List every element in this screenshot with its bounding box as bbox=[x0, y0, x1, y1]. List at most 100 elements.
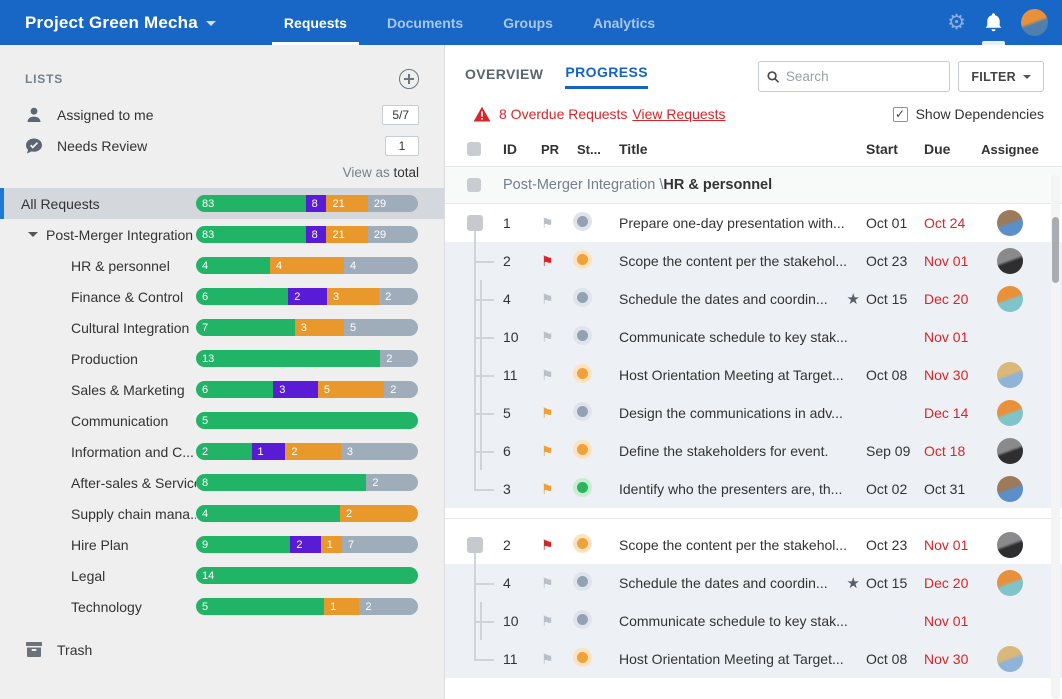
sidebar-item-after-sales-service[interactable]: After-sales & Service 8 2 bbox=[0, 467, 444, 498]
nav-tab-requests[interactable]: Requests bbox=[264, 0, 367, 45]
select-all-checkbox[interactable] bbox=[467, 142, 481, 156]
scrollbar-thumb[interactable] bbox=[1052, 217, 1059, 283]
assignee-avatar[interactable] bbox=[997, 476, 1023, 502]
column-status[interactable]: St... bbox=[577, 141, 601, 157]
sidebar-item-hire-plan[interactable]: Hire Plan 9 2 1 7 bbox=[0, 529, 444, 560]
assignee-avatar[interactable] bbox=[997, 570, 1023, 596]
sidebar-item-communication[interactable]: Communication 5 bbox=[0, 405, 444, 436]
project-switcher[interactable]: Project Green Mecha bbox=[0, 13, 246, 33]
table-row[interactable]: 2 ⚑ Scope the content per the stakehol... O… bbox=[445, 526, 1062, 565]
status-dot-icon[interactable] bbox=[577, 576, 588, 587]
flag-icon[interactable]: ⚑ bbox=[541, 481, 554, 497]
sidebar-item-assigned-to-me[interactable]: Assigned to me 5/7 bbox=[0, 99, 444, 130]
show-dependencies-toggle[interactable]: ✓ Show Dependencies bbox=[892, 106, 1044, 122]
nav-tab-analytics[interactable]: Analytics bbox=[592, 14, 656, 31]
column-pr[interactable]: PR bbox=[541, 141, 560, 157]
flag-icon[interactable]: ⚑ bbox=[541, 651, 554, 667]
flag-icon[interactable]: ⚑ bbox=[541, 253, 554, 269]
filter-button[interactable]: FILTER bbox=[958, 61, 1044, 92]
gear-icon[interactable]: ⚙ bbox=[947, 11, 966, 34]
table-row[interactable]: 11 ⚑ Host Orientation Meeting at Target...… bbox=[445, 356, 1062, 394]
table-row[interactable]: 6 ⚑ Define the stakeholders for event. Sep … bbox=[445, 432, 1062, 470]
sidebar-item-legal[interactable]: Legal 14 bbox=[0, 560, 444, 591]
title-cell[interactable]: Design the communications in adv... bbox=[619, 405, 866, 421]
status-dot-icon[interactable] bbox=[577, 330, 588, 341]
sidebar-item-all-requests[interactable]: All Requests 83 8 21 29 bbox=[0, 188, 444, 219]
flag-icon[interactable]: ⚑ bbox=[541, 291, 554, 307]
user-avatar[interactable] bbox=[1021, 9, 1048, 36]
table-row[interactable]: 3 ⚑ Identify who the presenters are, th...… bbox=[445, 470, 1062, 508]
status-dot-icon[interactable] bbox=[577, 216, 588, 227]
sidebar-item-cultural-integration[interactable]: Cultural Integration 7 3 5 bbox=[0, 312, 444, 343]
row-checkbox[interactable] bbox=[467, 537, 483, 553]
search-input[interactable] bbox=[785, 69, 942, 84]
table-row[interactable]: 2 ⚑ Scope the content per the stakehol... O… bbox=[445, 242, 1062, 280]
flag-icon[interactable]: ⚑ bbox=[541, 613, 554, 629]
star-icon[interactable]: ★ bbox=[846, 575, 860, 592]
table-row[interactable]: 5 ⚑ Design the communications in adv... Dec… bbox=[445, 394, 1062, 432]
flag-icon[interactable]: ⚑ bbox=[541, 329, 554, 345]
star-icon[interactable]: ★ bbox=[846, 291, 860, 308]
row-checkbox[interactable] bbox=[467, 215, 483, 231]
column-due[interactable]: Due bbox=[924, 141, 951, 157]
tab-progress[interactable]: PROGRESS bbox=[565, 64, 648, 89]
assignee-avatar[interactable] bbox=[997, 362, 1023, 388]
status-dot-icon[interactable] bbox=[577, 444, 588, 455]
view-requests-link[interactable]: View Requests bbox=[632, 106, 726, 122]
sidebar-item-information-and-c-[interactable]: Information and C... 2 1 2 3 bbox=[0, 436, 444, 467]
group-checkbox[interactable] bbox=[467, 178, 481, 192]
status-dot-icon[interactable] bbox=[577, 254, 588, 265]
flag-icon[interactable]: ⚑ bbox=[541, 215, 554, 231]
table-row[interactable]: 1 ⚑ Prepare one-day presentation with... Oc… bbox=[445, 204, 1062, 243]
status-dot-icon[interactable] bbox=[577, 406, 588, 417]
sidebar-item-needs-review[interactable]: Needs Review 1 bbox=[0, 130, 444, 161]
assignee-avatar[interactable] bbox=[997, 210, 1023, 236]
view-as-control[interactable]: View as total bbox=[0, 161, 444, 188]
column-start[interactable]: Start bbox=[866, 141, 898, 157]
title-cell[interactable]: Schedule the dates and coordin... ★ bbox=[619, 290, 866, 308]
title-cell[interactable]: Scope the content per the stakehol... bbox=[619, 253, 866, 269]
table-row[interactable]: 11 ⚑ Host Orientation Meeting at Target...… bbox=[445, 640, 1062, 678]
sidebar-item-sales-marketing[interactable]: Sales & Marketing 6 3 5 2 bbox=[0, 374, 444, 405]
group-header-row[interactable]: Post-Merger Integration \HR & personnel bbox=[445, 166, 1062, 204]
table-row[interactable]: 10 ⚑ Communicate schedule to key stak... No… bbox=[445, 318, 1062, 356]
flag-icon[interactable]: ⚑ bbox=[541, 537, 554, 553]
status-dot-icon[interactable] bbox=[577, 482, 588, 493]
sidebar-item-trash[interactable]: Trash bbox=[0, 634, 444, 665]
sidebar-item-production[interactable]: Production 13 2 bbox=[0, 343, 444, 374]
table-row[interactable]: 4 ⚑ Schedule the dates and coordin... ★ Oct … bbox=[445, 564, 1062, 602]
vertical-scrollbar[interactable] bbox=[1051, 175, 1060, 699]
assignee-avatar[interactable] bbox=[997, 400, 1023, 426]
status-dot-icon[interactable] bbox=[577, 538, 588, 549]
assignee-avatar[interactable] bbox=[997, 286, 1023, 312]
sidebar-item-hr-personnel[interactable]: HR & personnel 4 4 4 bbox=[0, 250, 444, 281]
status-dot-icon[interactable] bbox=[577, 614, 588, 625]
sidebar-item-supply-chain-mana-[interactable]: Supply chain mana... 4 2 bbox=[0, 498, 444, 529]
title-cell[interactable]: Identify who the presenters are, th... bbox=[619, 481, 866, 497]
column-id[interactable]: ID bbox=[503, 141, 517, 157]
status-dot-icon[interactable] bbox=[577, 292, 588, 303]
nav-tab-groups[interactable]: Groups bbox=[503, 14, 553, 31]
title-cell[interactable]: Host Orientation Meeting at Target... bbox=[619, 367, 866, 383]
status-dot-icon[interactable] bbox=[577, 652, 588, 663]
status-dot-icon[interactable] bbox=[577, 368, 588, 379]
sidebar-item-post-merger-integration[interactable]: Post-Merger Integration 83 8 21 29 bbox=[0, 219, 444, 250]
notifications-bell[interactable] bbox=[982, 0, 1005, 45]
assignee-avatar[interactable] bbox=[997, 438, 1023, 464]
title-cell[interactable]: Host Orientation Meeting at Target... bbox=[619, 651, 866, 667]
sidebar-item-technology[interactable]: Technology 5 1 2 bbox=[0, 591, 444, 622]
title-cell[interactable]: Communicate schedule to key stak... bbox=[619, 329, 866, 345]
flag-icon[interactable]: ⚑ bbox=[541, 575, 554, 591]
sidebar-item-finance-control[interactable]: Finance & Control 6 2 3 2 bbox=[0, 281, 444, 312]
assignee-avatar[interactable] bbox=[997, 646, 1023, 672]
assignee-avatar[interactable] bbox=[997, 248, 1023, 274]
title-cell[interactable]: Prepare one-day presentation with... bbox=[619, 215, 866, 231]
table-row[interactable]: 10 ⚑ Communicate schedule to key stak... No… bbox=[445, 602, 1062, 640]
flag-icon[interactable]: ⚑ bbox=[541, 405, 554, 421]
show-dependencies-checkbox[interactable]: ✓ bbox=[892, 106, 908, 122]
tab-overview[interactable]: OVERVIEW bbox=[465, 65, 544, 82]
title-cell[interactable]: Schedule the dates and coordin... ★ bbox=[619, 574, 866, 592]
title-cell[interactable]: Communicate schedule to key stak... bbox=[619, 613, 866, 629]
assignee-avatar[interactable] bbox=[997, 532, 1023, 558]
nav-tab-documents[interactable]: Documents bbox=[386, 14, 464, 31]
